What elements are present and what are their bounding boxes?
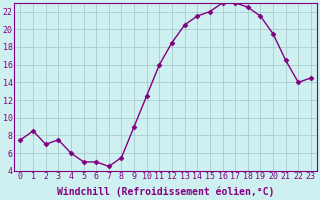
X-axis label: Windchill (Refroidissement éolien,°C): Windchill (Refroidissement éolien,°C) <box>57 187 274 197</box>
